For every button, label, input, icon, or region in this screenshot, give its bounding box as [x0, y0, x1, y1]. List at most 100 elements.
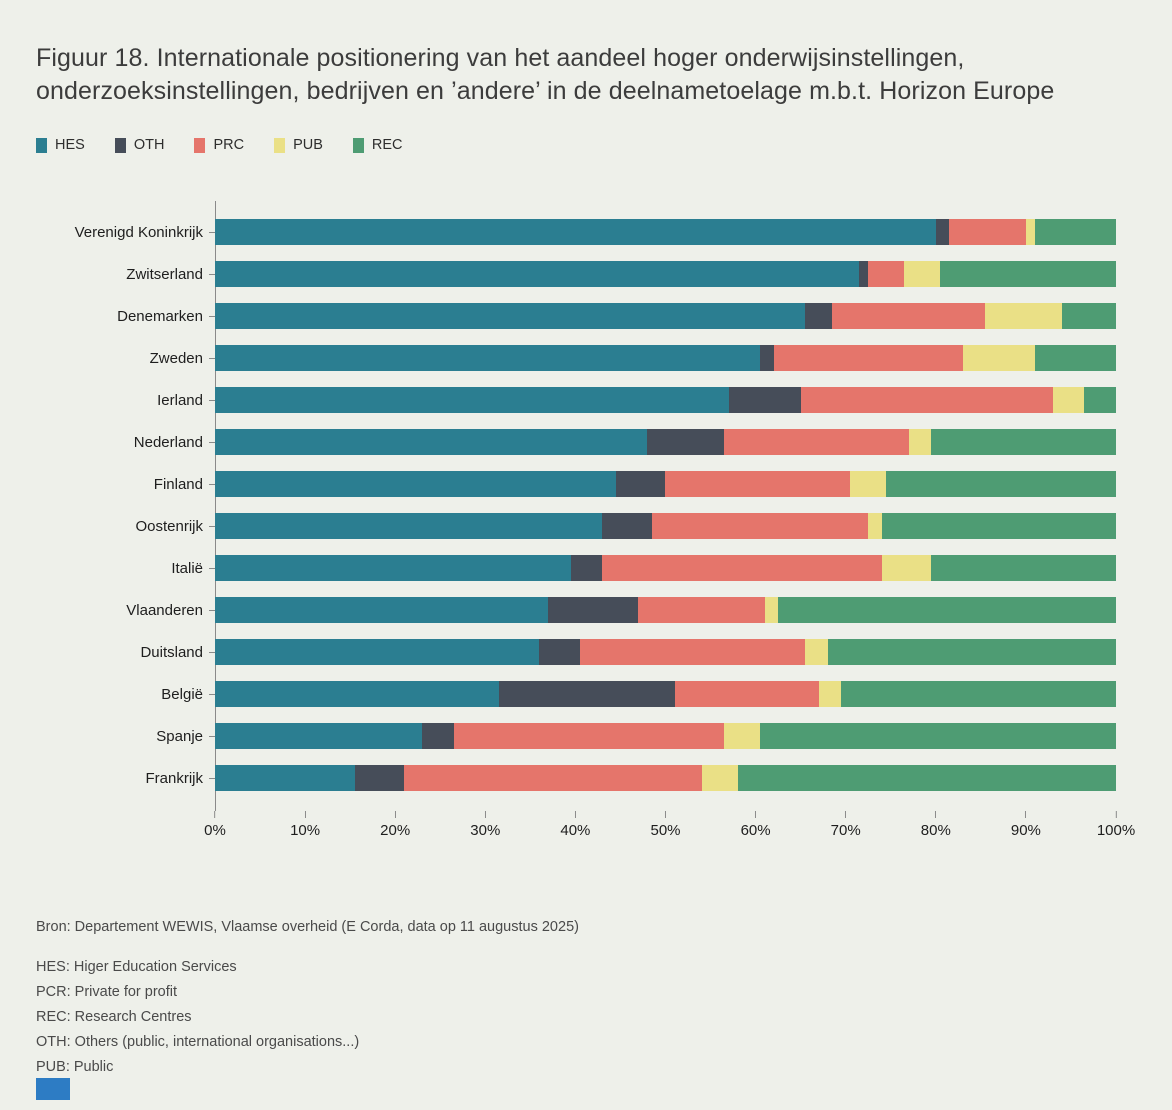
bar-track — [215, 555, 1116, 581]
category-label: Verenigd Koninkrijk — [74, 223, 203, 241]
bar-segment-oth — [539, 639, 580, 665]
bar-segment-hes — [215, 345, 761, 371]
x-tick-mark — [484, 811, 486, 818]
bar-segment-hes — [215, 219, 936, 245]
category-label: Finland — [153, 475, 203, 493]
bar-segment-rec — [940, 261, 1116, 287]
x-tick: 10% — [290, 811, 320, 839]
bar-row: Frankrijk — [36, 757, 1116, 799]
bar-segment-prc — [773, 345, 963, 371]
bar-segment-rec — [886, 471, 1116, 497]
x-tick-label: 10% — [290, 822, 321, 839]
bar-segment-rec — [778, 597, 1116, 623]
bar-segment-rec — [1084, 387, 1116, 413]
x-tick-mark — [1025, 811, 1027, 818]
bar-segment-hes — [215, 639, 540, 665]
bar-track — [215, 345, 1116, 371]
bar-row: Denemarken — [36, 295, 1116, 337]
bar-track — [215, 597, 1116, 623]
abbreviation-line-rec: REC: Research Centres — [36, 1009, 192, 1025]
y-tick — [209, 777, 215, 779]
bar-segment-pub — [764, 597, 779, 623]
x-tick: 100% — [1097, 811, 1135, 839]
bar-segment-oth — [859, 261, 869, 287]
category-label: België — [161, 685, 203, 703]
bar-track — [215, 723, 1116, 749]
bar-segment-rec — [1034, 345, 1116, 371]
y-tick — [209, 357, 215, 359]
x-tick: 0% — [204, 811, 226, 839]
legend-label-hes: HES — [55, 137, 85, 153]
bar-segment-pub — [1052, 387, 1085, 413]
bar-track — [215, 513, 1116, 539]
flanders-brand-bar — [36, 1078, 70, 1100]
bar-row: Vlaanderen — [36, 589, 1116, 631]
bar-segment-hes — [215, 681, 499, 707]
bar-segment-pub — [724, 723, 761, 749]
bar-row: Ierland — [36, 379, 1116, 421]
abbreviation-line-hes: HES: Higer Education Services — [36, 959, 237, 975]
bar-segment-oth — [602, 513, 652, 539]
bar-row: Duitsland — [36, 631, 1116, 673]
x-tick-label: 70% — [830, 822, 861, 839]
bar-segment-pub — [1025, 219, 1035, 245]
bar-segment-hes — [215, 597, 549, 623]
legend-item-prc: PRC — [194, 137, 244, 153]
bar-segment-prc — [800, 387, 1053, 413]
bar-track — [215, 639, 1116, 665]
bar-row: Verenigd Koninkrijk — [36, 211, 1116, 253]
legend-item-pub: PUB — [274, 137, 323, 153]
y-tick — [209, 567, 215, 569]
x-tick: 90% — [1011, 811, 1041, 839]
category-label: Zweden — [149, 349, 203, 367]
bar-segment-prc — [453, 723, 725, 749]
bar-segment-oth — [498, 681, 675, 707]
x-tick-mark — [665, 811, 666, 818]
bar-segment-prc — [674, 681, 819, 707]
category-label: Oostenrijk — [135, 517, 203, 535]
x-tick-mark — [394, 811, 396, 818]
stacked-bar-chart: Verenigd Koninkrijk Zwitserland Denemarken… — [36, 201, 1135, 847]
bar-segment-pub — [868, 513, 882, 539]
x-tick-label: 100% — [1096, 822, 1136, 839]
bar-segment-rec — [1061, 303, 1116, 329]
bar-segment-hes — [215, 471, 616, 497]
x-tick-mark — [304, 811, 306, 818]
plot-rows: Verenigd Koninkrijk Zwitserland Denemarken… — [36, 201, 1116, 811]
abbreviation-line-pub: PUB: Public — [36, 1059, 114, 1075]
bar-track — [215, 429, 1116, 455]
bar-segment-pub — [904, 261, 941, 287]
category-label: Vlaanderen — [126, 601, 203, 619]
bar-track — [215, 765, 1116, 791]
abbreviation-list: HES: Higer Education Services PCR: Priva… — [36, 959, 1136, 1075]
y-tick — [209, 651, 215, 653]
legend-swatch-oth — [114, 137, 126, 153]
bar-segment-rec — [737, 765, 1116, 791]
x-tick-label: 40% — [560, 822, 591, 839]
legend-label-oth: OTH — [133, 137, 165, 153]
x-tick-mark — [214, 811, 216, 818]
bar-track — [215, 219, 1116, 245]
bar-segment-pub — [850, 471, 887, 497]
legend-label-rec: REC — [371, 137, 403, 153]
bar-segment-oth — [728, 387, 801, 413]
bar-segment-oth — [615, 471, 666, 497]
x-tick-mark — [1115, 811, 1117, 818]
bar-segment-prc — [579, 639, 806, 665]
bar-segment-oth — [422, 723, 454, 749]
abbreviation-line-oth: OTH: Others (public, international organ… — [36, 1034, 360, 1050]
bar-segment-prc — [868, 261, 905, 287]
y-tick — [209, 315, 215, 317]
bar-segment-hes — [215, 303, 806, 329]
bar-segment-oth — [548, 597, 639, 623]
legend-label-prc: PRC — [213, 137, 245, 153]
y-tick — [209, 609, 215, 611]
bar-segment-rec — [881, 513, 1116, 539]
bar-segment-hes — [215, 387, 729, 413]
bar-row: Nederland — [36, 421, 1116, 463]
x-tick-mark — [755, 811, 757, 818]
legend-swatch-pub — [274, 137, 286, 153]
figure-title: Figuur 18. Internationale positionering … — [36, 44, 1055, 105]
bar-segment-oth — [805, 303, 833, 329]
